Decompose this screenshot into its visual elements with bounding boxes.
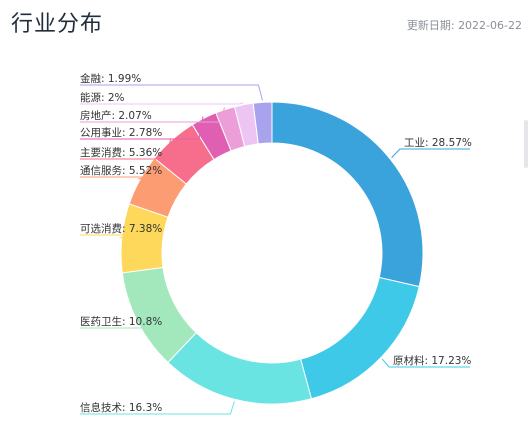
leader-line-0 [391, 148, 470, 158]
leader-line-1 [381, 358, 470, 368]
donut-slices [120, 101, 424, 405]
leader-line-6 [80, 138, 172, 160]
slice-label-5: 通信服务: 5.52% [80, 164, 162, 177]
slice-label-7: 公用事业: 2.78% [80, 126, 162, 139]
slice-label-9: 能源: 2% [80, 91, 125, 104]
update-date: 更新日期: 2022-06-22 [407, 17, 522, 33]
leader-line-7 [80, 116, 204, 140]
slice-1[interactable] [300, 276, 420, 400]
slice-label-2: 信息技术: 16.3% [80, 401, 162, 414]
slice-label-4: 可选消费: 7.38% [80, 222, 162, 235]
slice-label-3: 医药卫生: 10.8% [80, 315, 162, 328]
leader-line-10 [80, 84, 263, 101]
leader-line-5 [80, 176, 151, 180]
leader-line-2 [80, 401, 235, 415]
slice-10[interactable] [252, 101, 273, 145]
slice-label-8: 房地产: 2.07% [80, 109, 152, 122]
slice-0[interactable] [271, 101, 424, 288]
update-date-value: 2022-06-22 [458, 19, 522, 32]
slice-label-1: 原材料: 17.23% [393, 354, 471, 367]
leader-line-4 [80, 234, 151, 239]
leader-line-9 [80, 102, 244, 105]
page-title: 行业分布 [11, 12, 104, 37]
slice-2[interactable] [167, 332, 313, 405]
slice-label-0: 工业: 28.57% [404, 137, 472, 149]
update-date-label: 更新日期: [406, 19, 455, 32]
donut-labels: 工业: 28.57% 原材料: 17.23% 信息技术: 16.3% 医药卫生: 10… [80, 72, 472, 415]
leader-line-3 [80, 321, 151, 329]
leader-line-8 [80, 107, 225, 123]
scrollbar[interactable] [524, 120, 528, 168]
slice-label-10: 金融: 1.99% [80, 72, 141, 85]
slice-label-6: 主要消费: 5.36% [80, 146, 162, 159]
